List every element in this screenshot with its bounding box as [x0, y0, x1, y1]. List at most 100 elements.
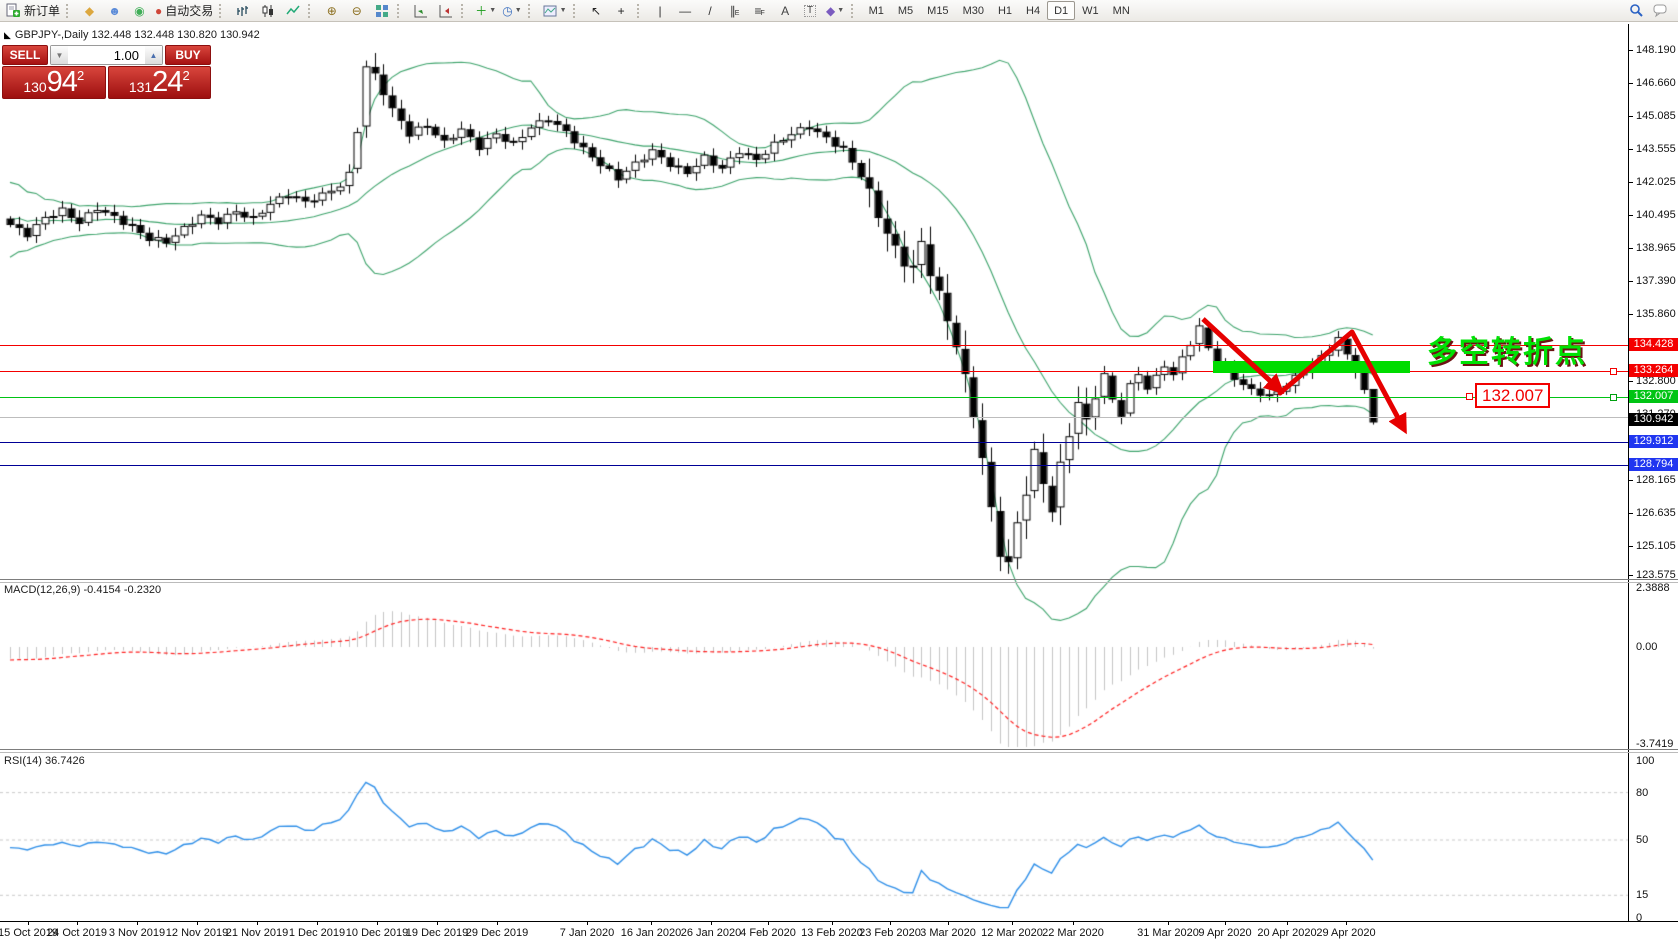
- toolbar-right-icons: [1628, 2, 1676, 20]
- zoom-out-glyph: ⊖: [351, 3, 362, 18]
- indicators-button[interactable]: ＋ ▼: [472, 0, 499, 21]
- buy-button[interactable]: BUY: [165, 45, 211, 65]
- signals-icon[interactable]: ◉: [127, 0, 152, 21]
- toolbar-group-handle[interactable]: [66, 3, 72, 18]
- timeframe-button-m15[interactable]: M15: [927, 4, 949, 17]
- trendline-button[interactable]: /: [698, 0, 723, 21]
- sell-button[interactable]: SELL: [2, 45, 48, 65]
- zoom-out-button[interactable]: ⊖: [344, 0, 369, 21]
- chart-canvas[interactable]: [0, 22, 1678, 942]
- date-tick-label: 24 Oct 2019: [47, 927, 107, 939]
- periods-button[interactable]: ◷ ▼: [499, 0, 524, 21]
- timeframe-button-w1[interactable]: W1: [1082, 4, 1099, 17]
- text-button[interactable]: A: [773, 0, 798, 21]
- macd-axis-label: 2.3888: [1636, 582, 1670, 594]
- volume-input[interactable]: 1.00: [113, 47, 139, 63]
- toolbar-group-handle[interactable]: [572, 3, 579, 18]
- highlight-band-rectangle[interactable]: [1213, 361, 1410, 373]
- timeframe-button-h4[interactable]: H4: [1026, 4, 1041, 17]
- text-label-button[interactable]: T: [798, 0, 823, 21]
- macd-panel-separator[interactable]: [0, 579, 1678, 580]
- price-tick: [1629, 116, 1633, 117]
- rsi-panel-separator[interactable]: [0, 749, 1678, 750]
- price-tick-label: 146.660: [1636, 77, 1676, 89]
- arrows-button[interactable]: ◆ ▼: [823, 0, 848, 21]
- bid-price-line[interactable]: [0, 417, 1628, 418]
- toolbar-group-handle[interactable]: [527, 3, 534, 18]
- date-tick-label: 20 Apr 2020: [1257, 927, 1317, 939]
- dropdown-arrow-icon[interactable]: ▼: [489, 7, 497, 14]
- timeframe-button-h1[interactable]: H1: [997, 4, 1013, 17]
- price-tick: [1629, 182, 1633, 183]
- textbox-anchor-marker[interactable]: [1466, 393, 1473, 400]
- date-tick-label: 1 Dec 2019: [288, 927, 346, 939]
- turning-point-annotation[interactable]: 多空转折点: [1427, 336, 1587, 369]
- toolbar-group-handle[interactable]: [850, 3, 857, 18]
- date-tick: [1012, 921, 1013, 925]
- vertical-line-button[interactable]: |: [648, 0, 673, 21]
- price-axis-line: [1628, 24, 1629, 921]
- toolbar-group-handle[interactable]: [636, 3, 643, 18]
- price-tick-label: 128.165: [1636, 474, 1676, 486]
- one-click-collapse-arrow[interactable]: ◣: [4, 30, 11, 40]
- price-tick-label: 137.390: [1636, 275, 1676, 287]
- market-gold-icon[interactable]: ◆: [77, 0, 102, 21]
- dropdown-arrow-icon[interactable]: ▼: [837, 7, 845, 14]
- timeframe-button-m1[interactable]: M1: [868, 4, 884, 17]
- resistance-line-133264[interactable]: [0, 371, 1628, 372]
- timeframe-button-d1[interactable]: D1: [1047, 1, 1076, 20]
- sell-price-pips: 94: [46, 66, 78, 98]
- new-order-button[interactable]: 新订单: [2, 0, 63, 21]
- templates-button[interactable]: ▼: [539, 0, 570, 21]
- hline-drag-marker[interactable]: [1610, 368, 1617, 375]
- toolbar-group-handle[interactable]: [219, 3, 225, 18]
- dropdown-arrow-icon[interactable]: ▼: [514, 7, 522, 14]
- date-tick-label: 10 Dec 2019: [345, 927, 409, 939]
- sub-label: E: [734, 10, 740, 17]
- date-tick-label: 4 Feb 2020: [740, 927, 796, 939]
- autotrading-button[interactable]: ● 自动交易: [152, 0, 216, 21]
- line-chart-button[interactable]: [280, 0, 305, 21]
- chat-icon[interactable]: [1652, 2, 1668, 20]
- one-click-trading-panel: SELL ▼ 1.00 ▲ BUY 130 94 2 131 24 2: [2, 45, 211, 99]
- dropdown-arrow-icon[interactable]: ▼: [559, 7, 567, 14]
- bar-chart-button[interactable]: [230, 0, 255, 21]
- buy-price-figure: 131: [128, 79, 153, 95]
- support-line-128794[interactable]: [0, 465, 1628, 466]
- price-level-textbox[interactable]: 132.007: [1475, 383, 1551, 408]
- toolbar-group-handle[interactable]: [308, 3, 314, 18]
- support-line-129912[interactable]: [0, 442, 1628, 443]
- price-tick-label: 143.555: [1636, 143, 1676, 155]
- volume-increase-button[interactable]: ▲: [145, 46, 162, 64]
- horizontal-line-button[interactable]: —: [673, 0, 698, 21]
- hline-drag-marker[interactable]: [1610, 394, 1617, 401]
- tile-windows-button[interactable]: [369, 0, 394, 21]
- crosshair-button[interactable]: +: [609, 0, 634, 21]
- timeframe-button-m30[interactable]: M30: [962, 4, 984, 17]
- zoom-in-button[interactable]: ⊕: [319, 0, 344, 21]
- cursor-button[interactable]: ↖: [584, 0, 609, 21]
- tile-windows-icon: [374, 3, 390, 19]
- toolbar-group-handle[interactable]: [461, 3, 467, 18]
- timeframe-button-m5[interactable]: M5: [897, 4, 914, 17]
- channel-button[interactable]: ∥ E: [723, 0, 748, 21]
- date-tick: [28, 921, 29, 925]
- timeframe-button-mn[interactable]: MN: [1112, 4, 1130, 17]
- rsi-axis-label: 0: [1636, 912, 1643, 924]
- sell-price-button[interactable]: 130 94 2: [2, 66, 106, 99]
- support-line-132007[interactable]: [0, 397, 1628, 398]
- community-icon[interactable]: ☻: [102, 0, 127, 21]
- date-tick-label: 26 Jan 2020: [680, 927, 742, 939]
- search-icon[interactable]: [1628, 2, 1644, 20]
- chart-shift-button[interactable]: [433, 0, 458, 21]
- volume-decrease-button[interactable]: ▼: [51, 46, 68, 64]
- auto-scroll-button[interactable]: [408, 0, 433, 21]
- date-tick: [77, 921, 78, 925]
- fibonacci-button[interactable]: ≡ F: [748, 0, 773, 21]
- toolbar-group-handle[interactable]: [397, 3, 403, 18]
- resistance-line-134428[interactable]: [0, 345, 1628, 346]
- candlestick-chart-button[interactable]: [255, 0, 280, 21]
- price-tick-label: 125.105: [1636, 540, 1676, 552]
- buy-price-button[interactable]: 131 24 2: [107, 66, 211, 99]
